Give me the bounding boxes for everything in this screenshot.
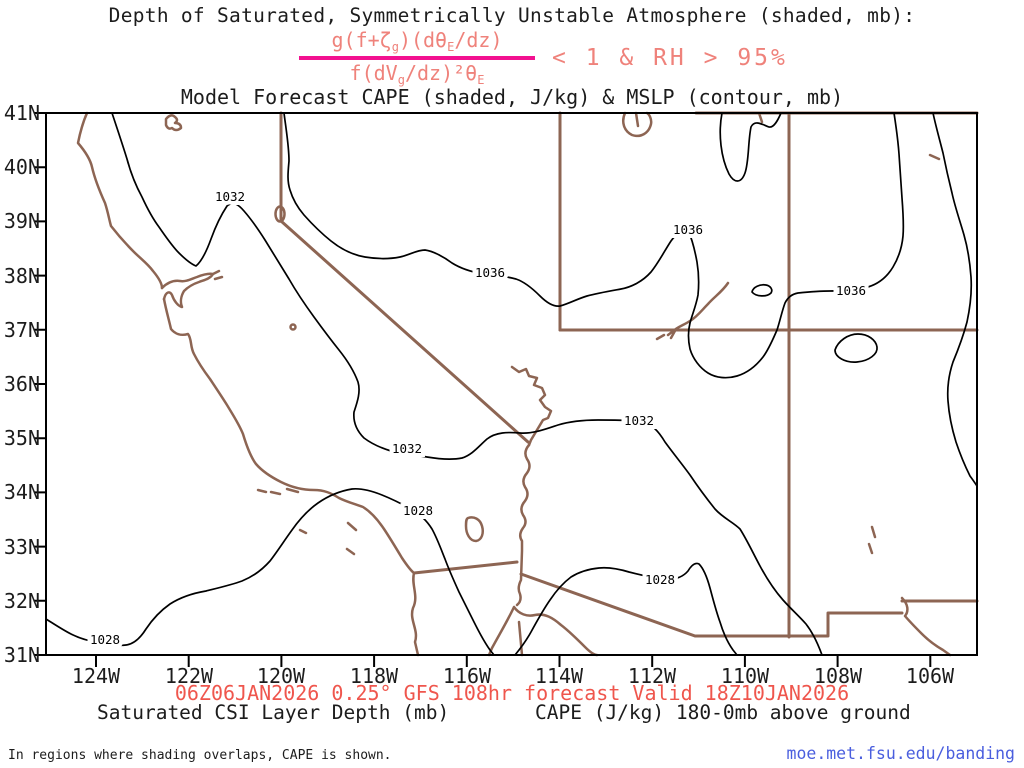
geography-layer bbox=[76, 111, 979, 657]
formula-fraction: g(f+ζg)(dθE/dz) f(dVg/dz)²θE bbox=[299, 28, 535, 87]
caption-csi-depth: Saturated CSI Layer Depth (mb) bbox=[97, 701, 450, 724]
formula-numerator: g(f+ζg)(dθE/dz) bbox=[331, 28, 502, 54]
lat-label-33n: 33N bbox=[4, 535, 40, 559]
denominator-sub-g: g bbox=[397, 73, 405, 87]
lon-label-110w: 110W bbox=[721, 664, 770, 688]
denominator-theta: /dz)²θ bbox=[404, 61, 478, 85]
lon-label-122w: 122W bbox=[165, 664, 214, 688]
lat-ticks bbox=[34, 112, 46, 656]
map-frame bbox=[45, 112, 978, 656]
chart-title: Model Forecast CAPE (shaded, J/kg) & MSL… bbox=[180, 85, 844, 109]
numerator-sub-e: E bbox=[447, 40, 455, 54]
lake-powell bbox=[655, 281, 730, 341]
isobar-1028-west bbox=[45, 487, 495, 656]
isobar-1036-main bbox=[283, 112, 905, 379]
colorado-river bbox=[515, 443, 531, 607]
baja-gulf-coast bbox=[487, 605, 599, 657]
lat-label-36n: 36N bbox=[4, 372, 40, 396]
shasta-lake bbox=[164, 114, 183, 132]
numerator-sub-g: g bbox=[391, 40, 399, 54]
lon-label-108w: 108W bbox=[814, 664, 863, 688]
contour-label-1032-b: 1032 bbox=[392, 441, 422, 456]
salton-sea bbox=[464, 516, 484, 543]
rio-grande bbox=[900, 596, 952, 657]
rio-grande-upper bbox=[867, 525, 877, 555]
numerator-theta: )(dθ bbox=[398, 28, 448, 52]
flaming-gorge bbox=[757, 111, 764, 124]
lat-label-34n: 34N bbox=[4, 480, 40, 504]
contour-label-1036-c: 1036 bbox=[836, 283, 866, 298]
border-ca-mexico bbox=[412, 560, 519, 575]
contour-label-1028-a: 1028 bbox=[90, 632, 120, 647]
great-salt-lake bbox=[622, 111, 653, 138]
lat-label-41n: 41N bbox=[4, 101, 40, 125]
border-ca-nv-diagonal bbox=[279, 219, 530, 444]
overlap-note: In regions where shading overlaps, CAPE … bbox=[8, 748, 392, 763]
lake-mead bbox=[510, 365, 553, 447]
mono-lake bbox=[289, 323, 297, 331]
lon-label-112w: 112W bbox=[628, 664, 677, 688]
lon-label-116w: 116W bbox=[443, 664, 492, 688]
lon-label-120w: 120W bbox=[257, 664, 306, 688]
lat-label-40n: 40N bbox=[4, 155, 40, 179]
lon-label-118w: 118W bbox=[350, 664, 399, 688]
lat-label-35n: 35N bbox=[4, 426, 40, 450]
lon-label-124w: 124W bbox=[72, 664, 121, 688]
isobar-1036-dip bbox=[719, 112, 782, 182]
border-az-nm-mexico bbox=[519, 572, 904, 638]
lon-label-106w: 106W bbox=[906, 664, 955, 688]
lat-label-39n: 39N bbox=[4, 209, 40, 233]
state-borders bbox=[279, 111, 979, 639]
website-link[interactable]: moe.met.fsu.edu/banding bbox=[786, 744, 1015, 763]
isobar-1028-east bbox=[514, 562, 738, 656]
contour-label-1028-b: 1028 bbox=[403, 503, 433, 518]
formula-condition: < 1 & RH > 95% bbox=[552, 44, 788, 71]
lon-axis: 124W 122W 120W 118W 116W 114W 112W 110W … bbox=[72, 664, 955, 688]
contour-label-1028-c: 1028 bbox=[645, 572, 675, 587]
lat-axis: 41N 40N 39N 38N 37N 36N 35N 34N 33N 32N … bbox=[4, 101, 40, 667]
lon-label-114w: 114W bbox=[535, 664, 584, 688]
formula-denominator: f(dVg/dz)²θE bbox=[350, 61, 485, 87]
channel-islands bbox=[256, 487, 358, 556]
blue-mesa-lake bbox=[928, 153, 941, 161]
chart-supertitle: Depth of Saturated, Symmetrically Unstab… bbox=[108, 4, 916, 27]
caption-cape: CAPE (J/kg) 180-0mb above ground bbox=[535, 701, 911, 724]
denominator-text: f(dV bbox=[349, 61, 398, 85]
california-coastline-south bbox=[162, 297, 416, 575]
lat-label-32n: 32N bbox=[4, 589, 40, 613]
csi-formula: g(f+ζg)(dθE/dz) f(dVg/dz)²θE < 1 & RH > … bbox=[299, 28, 788, 87]
numerator-end: /dz) bbox=[454, 28, 503, 52]
mslp-contours bbox=[45, 112, 978, 656]
lon-ticks bbox=[95, 655, 932, 667]
sf-bay bbox=[160, 269, 224, 309]
contour-label-1036-b: 1036 bbox=[673, 222, 703, 237]
coastlines-rivers bbox=[76, 111, 952, 657]
contour-label-1032-a: 1032 bbox=[215, 189, 245, 204]
isobar-1032 bbox=[111, 112, 823, 656]
denominator-sub-e: E bbox=[477, 73, 485, 87]
baja-pacific-coast bbox=[410, 571, 420, 657]
lat-label-37n: 37N bbox=[4, 318, 40, 342]
isobar-closed-cell-ut bbox=[751, 283, 773, 297]
lat-label-38n: 38N bbox=[4, 264, 40, 288]
isobar-1036-east bbox=[932, 112, 978, 487]
numerator-text: g(f+ζ bbox=[331, 28, 392, 52]
contour-label-1032-c: 1032 bbox=[624, 413, 654, 428]
fraction-bar bbox=[299, 56, 535, 60]
model-run-info: 06Z06JAN2026 0.25° GFS 108hr forecast Va… bbox=[174, 681, 850, 705]
california-coastline bbox=[76, 111, 164, 290]
contour-label-1036-a: 1036 bbox=[475, 265, 505, 280]
lake-tahoe bbox=[274, 205, 286, 223]
isobar-closed-cell-nm bbox=[834, 333, 878, 363]
lat-label-31n: 31N bbox=[4, 643, 40, 667]
